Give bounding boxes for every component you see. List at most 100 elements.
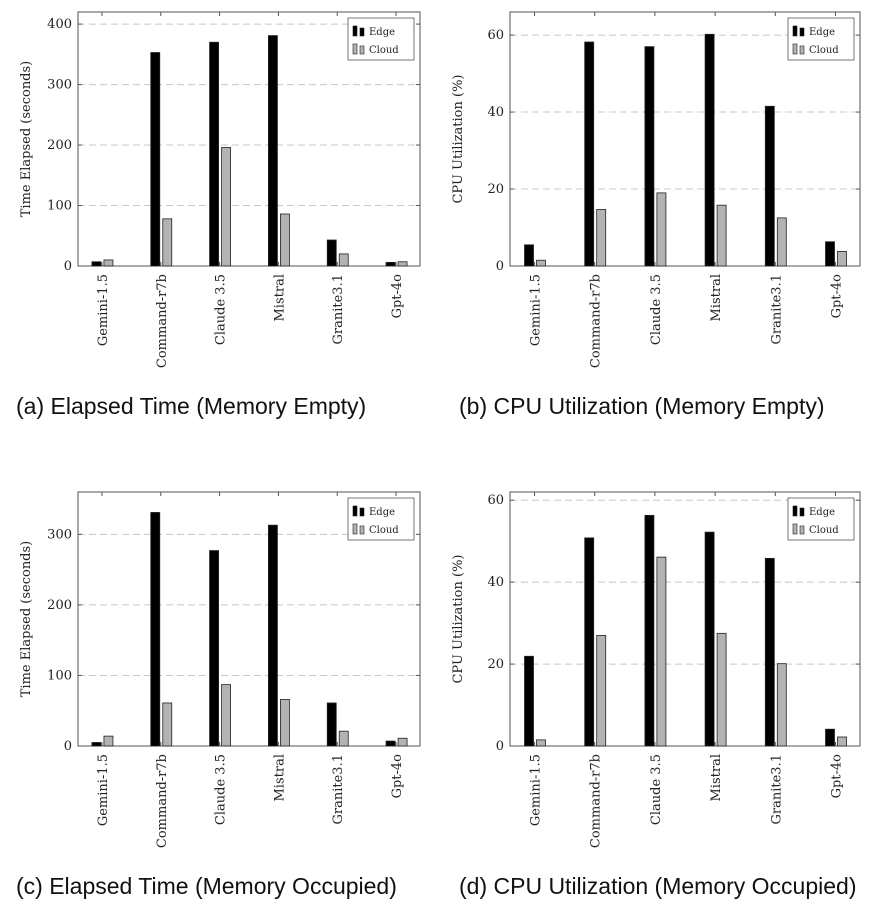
bar-edge-mistral (268, 35, 278, 267)
legend-swatch-edge (352, 25, 358, 37)
legend-swatch-edge (792, 505, 798, 517)
x-category-label: Mistral (272, 754, 287, 802)
y-tick-label: 60 (487, 28, 504, 43)
x-category-label: Command-r7b (155, 274, 170, 368)
y-axis-label: CPU Utilization (%) (451, 74, 466, 203)
plot-frame (77, 491, 421, 747)
x-category-label: Gpt-4o (830, 274, 845, 319)
bar-cloud-command-r7b (162, 218, 173, 267)
legend-swatch-edge (799, 27, 805, 37)
bar-edge-granite3-1 (764, 105, 775, 267)
legend-swatch-cloud (799, 525, 805, 535)
bar-cloud-claude-3-5 (656, 192, 667, 267)
legend-swatch-cloud (352, 43, 358, 55)
bar-edge-mistral (704, 33, 715, 267)
bar-edge-mistral (704, 531, 715, 747)
bar-cloud-gpt-4o (397, 737, 408, 747)
y-tick-label: 100 (47, 199, 72, 214)
caption-d: (d) CPU Utilization (Memory Occupied) (459, 873, 857, 899)
plot-frame (509, 11, 861, 267)
bar-cloud-mistral (716, 204, 727, 267)
legend-swatch-edge (792, 25, 798, 37)
bar-edge-granite3-1 (326, 702, 337, 747)
x-category-label: Command-r7b (155, 754, 170, 848)
y-axis-label: CPU Utilization (%) (451, 554, 466, 683)
plot-frame (77, 11, 421, 267)
chart-d: 0 20 40 60 CPU Utilization (%) Gemini-1.5 Comm… (451, 491, 861, 848)
x-category-label: Gpt-4o (390, 754, 405, 799)
x-category-label: Gemini-1.5 (529, 274, 544, 346)
caption-c: (c) Elapsed Time (Memory Occupied) (16, 873, 397, 899)
bar-cloud-command-r7b (162, 702, 173, 747)
legend-label-edge: Edge (809, 27, 835, 38)
chart-b: 0 20 40 60 CPU Utilization (%) Gemini-1.5 Comm… (451, 11, 861, 368)
chart-c: 0 100 200 300 Time Elapsed (seconds) Gemini-1… (19, 491, 421, 848)
bar-cloud-gemini-1-5 (536, 739, 546, 747)
chart-a: 0 100 200 300 400 Time Elapsed (seconds) Gemin… (19, 11, 421, 368)
chart-panel-d: 0 20 40 60 CPU Utilization (%) Gemini-1.5 Comm… (440, 456, 877, 911)
y-axis-label: Time Elapsed (seconds) (19, 541, 34, 698)
x-category-label: Gemini-1.5 (96, 274, 111, 346)
bar-edge-command-r7b (584, 41, 595, 267)
bar-edge-gemini-1-5 (91, 742, 102, 747)
x-category-label: Granite3.1 (769, 754, 784, 824)
bar-edge-gpt-4o (825, 241, 835, 267)
y-tick-label: 100 (47, 668, 72, 683)
bar-cloud-mistral (716, 632, 727, 747)
x-category-label: Gemini-1.5 (96, 754, 111, 826)
x-category-label: Claude 3.5 (214, 754, 229, 825)
legend (347, 17, 415, 61)
y-tick-label: 20 (487, 182, 504, 197)
bar-cloud-granite3-1 (776, 217, 787, 267)
x-category-label: Mistral (709, 754, 724, 802)
x-category-label: Claude 3.5 (214, 274, 229, 345)
bar-edge-gpt-4o (385, 261, 396, 267)
legend-label-edge: Edge (369, 507, 395, 518)
bar-edge-command-r7b (584, 537, 595, 747)
bar-cloud-gpt-4o (397, 261, 408, 267)
legend (787, 497, 855, 541)
caption-b: (b) CPU Utilization (Memory Empty) (459, 393, 825, 419)
x-category-label: Mistral (709, 274, 724, 322)
y-tick-label: 0 (64, 739, 72, 754)
y-tick-label: 40 (487, 105, 504, 120)
y-tick-label: 200 (47, 138, 72, 153)
legend-swatch-cloud (352, 523, 358, 535)
bar-cloud-gemini-1-5 (103, 735, 114, 747)
bar-cloud-claude-3-5 (221, 684, 231, 747)
bar-edge-claude-3-5 (644, 46, 655, 267)
bar-edge-command-r7b (150, 52, 161, 267)
bar-cloud-claude-3-5 (656, 556, 667, 747)
bar-cloud-granite3-1 (776, 663, 787, 747)
x-category-label: Gpt-4o (830, 754, 845, 799)
y-tick-label: 300 (47, 78, 72, 93)
bar-cloud-granite3-1 (338, 253, 349, 267)
legend (347, 497, 415, 541)
bar-edge-gemini-1-5 (524, 655, 534, 747)
legend-swatch-cloud (359, 525, 365, 535)
bar-cloud-mistral (280, 213, 290, 267)
legend-swatch-cloud (792, 523, 798, 535)
x-category-label: Granite3.1 (331, 754, 346, 824)
legend-label-cloud: Cloud (809, 45, 839, 56)
y-axis-label: Time Elapsed (seconds) (19, 61, 34, 218)
y-tick-label: 0 (496, 259, 504, 274)
x-category-label: Gemini-1.5 (529, 754, 544, 826)
bar-edge-granite3-1 (326, 239, 337, 267)
y-tick-label: 300 (47, 527, 72, 542)
bar-cloud-gemini-1-5 (536, 259, 546, 267)
bar-edge-mistral (268, 524, 278, 747)
x-category-label: Command-r7b (589, 274, 604, 368)
x-category-label: Claude 3.5 (649, 754, 664, 825)
bar-cloud-command-r7b (596, 209, 607, 267)
legend-label-edge: Edge (369, 27, 395, 38)
y-tick-label: 0 (64, 259, 72, 274)
legend-swatch-cloud (799, 45, 805, 55)
chart-panel-c: 0 100 200 300 Time Elapsed (seconds) Gemini-1… (0, 456, 438, 911)
legend-swatch-edge (359, 27, 365, 37)
bar-edge-claude-3-5 (209, 550, 219, 747)
chart-panel-b: 0 20 40 60 CPU Utilization (%) Gemini-1.5 Comm… (440, 0, 877, 455)
x-category-label: Granite3.1 (769, 274, 784, 344)
bar-edge-gemini-1-5 (91, 261, 102, 267)
legend-label-edge: Edge (809, 507, 835, 518)
